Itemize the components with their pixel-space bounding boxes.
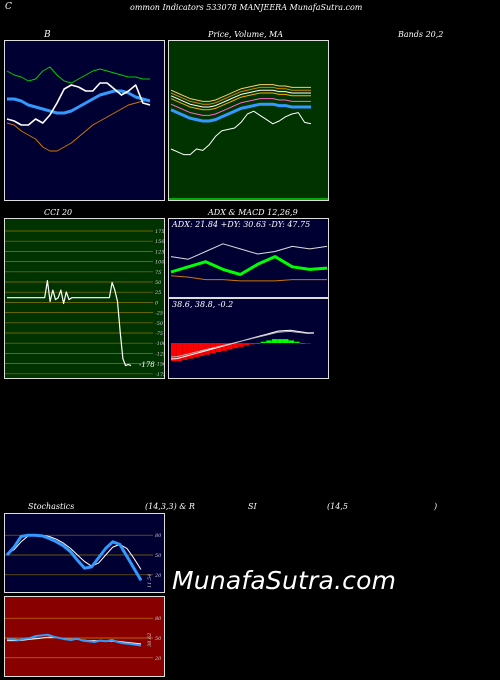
- macd-hist-bar: [176, 343, 183, 362]
- stochastics-params: (14,3,3) & R: [145, 502, 195, 511]
- stoch-k-line: [5, 533, 143, 582]
- macd-hist-bar: [182, 343, 188, 360]
- rsi-line: [7, 633, 142, 647]
- ma-line-1: [170, 98, 311, 116]
- ma-line-3: [170, 89, 311, 108]
- rsi-title: SI: [248, 502, 257, 511]
- macd-hist-bar: [299, 343, 306, 344]
- adx-panel: [168, 218, 329, 298]
- cci-tick-label: 125: [155, 249, 164, 255]
- macd-hist-bar: [271, 339, 278, 343]
- macd-hist-bar: [199, 343, 205, 356]
- macd-hist-bar: [249, 343, 255, 345]
- macd-hist-bar: [193, 343, 199, 358]
- cci-tick-label: -75: [155, 331, 163, 337]
- minus-di-line: [170, 243, 328, 260]
- ma-line-5: [170, 84, 311, 102]
- rsi-value-label: 38.62: [147, 633, 153, 647]
- macd-hist-bar: [238, 343, 244, 347]
- cci-tick-label: -50: [155, 321, 164, 327]
- cci-panel: 175 150 125 100 75 50 25 0 -25 -50 -75 -100 -125 -150…: [4, 218, 165, 379]
- macd-hist-bar: [187, 343, 194, 359]
- bands-title: Bands 20,2: [398, 30, 444, 39]
- cci-tick-label: 150: [155, 239, 164, 245]
- cci-tick-label: 75: [155, 270, 161, 276]
- macd-readout: 38.6, 38.8, -0.2: [172, 300, 234, 309]
- cci-chart: 175 150 125 100 75 50 25 0 -25 -50 -75 -100 -125 -150…: [5, 229, 164, 378]
- rsi-tick-label: 50: [155, 636, 162, 642]
- stochastics-panel: 80 50 20 11.54: [4, 513, 165, 593]
- macd-hist-bar: [294, 341, 300, 343]
- header-prefix: C: [5, 2, 12, 12]
- macd-hist-bar: [255, 343, 261, 344]
- price-chart: [169, 84, 328, 200]
- rsi-chart: 80 50 20 38.62: [5, 616, 162, 662]
- watermark: MunafaSutra.com: [172, 566, 397, 595]
- macd-hist-bar: [288, 340, 295, 343]
- bb-close-line: [6, 82, 151, 126]
- adx-readout: ADX: 21.84 +DY: 30.63 -DY: 47.75: [172, 220, 311, 229]
- cci-tick-label: 100: [155, 260, 164, 266]
- macd-hist-bar: [221, 343, 227, 351]
- adx-chart: [170, 243, 328, 282]
- macd-hist-bar: [171, 343, 177, 362]
- cci-tick-label: -175: [155, 372, 164, 378]
- cci-title: CCI 20: [44, 208, 73, 217]
- cci-tick-label: -125: [155, 351, 164, 357]
- ma-line-4: [170, 86, 311, 105]
- macd-hist-bar: [260, 341, 267, 343]
- rsi-tick-label: 20: [154, 656, 162, 662]
- stoch-value-label: 11.54: [147, 574, 153, 588]
- macd-hist-bar: [305, 343, 311, 344]
- macd-hist-bar: [232, 343, 239, 349]
- cci-value-label: -178: [139, 361, 155, 369]
- rsi-panel: 80 50 20 38.62: [4, 596, 165, 677]
- header-title: ommon Indicators 533078 MANJEERA MunafaS…: [130, 3, 363, 12]
- bollinger-panel: [4, 40, 165, 201]
- cci-tick-label: 0: [155, 300, 159, 306]
- ma-line-2: [170, 92, 311, 111]
- rsi-close-paren: ): [434, 502, 438, 511]
- ma-blue-line: [170, 102, 311, 123]
- bb-middle-line: [7, 89, 151, 115]
- cci-tick-label: 175: [155, 229, 164, 235]
- rsi-params: (14,5: [327, 502, 348, 511]
- macd-hist-bar: [277, 339, 283, 343]
- cci-tick-label: 25: [154, 290, 161, 296]
- stoch-d-line: [6, 534, 142, 570]
- bollinger-title: B: [44, 30, 51, 40]
- stoch-tick-label: 20: [154, 573, 162, 579]
- plus-di-line: [170, 255, 328, 276]
- price-panel: [168, 40, 329, 201]
- macd-hist-bar: [266, 340, 272, 343]
- stoch-tick-label: 80: [155, 533, 162, 539]
- stochastics-title: Stochastics: [28, 502, 75, 511]
- cci-line: [7, 279, 132, 367]
- adx-macd-title: ADX & MACD 12,26,9: [208, 208, 298, 217]
- bb-upper-line: [6, 66, 150, 84]
- cci-tick-label: 50: [155, 280, 162, 286]
- macd-signal-line: [170, 330, 315, 358]
- stoch-tick-label: 50: [155, 553, 162, 559]
- rsi-tick-label: 80: [155, 616, 162, 622]
- bollinger-chart: [6, 66, 151, 152]
- macd-hist-bar: [243, 343, 250, 346]
- cci-tick-label: -25: [155, 311, 163, 317]
- macd-chart: [170, 329, 315, 362]
- adx-line: [170, 275, 327, 282]
- macd-panel: [168, 298, 329, 379]
- cci-tick-label: -150: [155, 362, 164, 368]
- macd-hist-bar: [283, 339, 289, 343]
- macd-hist-bar: [227, 343, 233, 350]
- price-title: Price, Volume, MA: [208, 30, 284, 39]
- bb-lower-line: [6, 100, 150, 152]
- cci-tick-label: -100: [155, 341, 164, 347]
- price-close-line: [170, 110, 312, 156]
